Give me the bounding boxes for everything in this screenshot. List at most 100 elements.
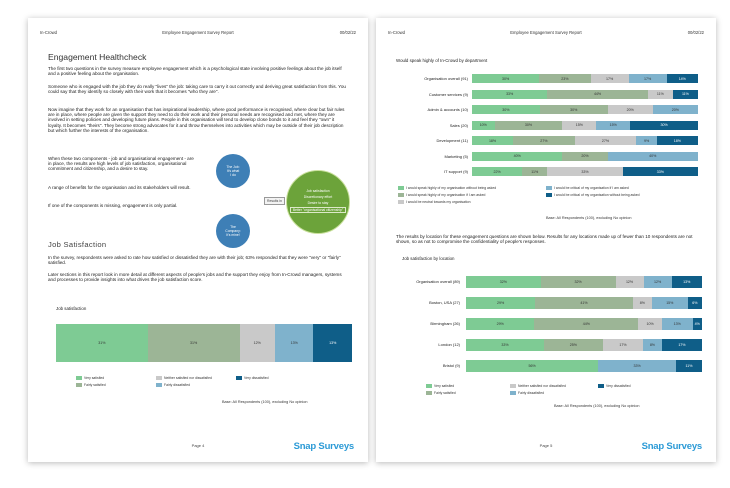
- bar-value-label: 18%: [673, 138, 681, 143]
- bar-segment: 12%: [239, 324, 276, 362]
- legend-item: Fairly dissatisfied: [156, 383, 190, 387]
- bar-segment: 56%: [466, 360, 599, 372]
- bar-segment: 18%: [472, 136, 514, 145]
- bar-value-label: 11%: [685, 364, 693, 368]
- bar-value-label: 17%: [619, 343, 627, 347]
- category-label: London (12): [438, 342, 460, 347]
- bar-value-label: 17%: [605, 76, 614, 81]
- bar-segment: 27%: [513, 136, 575, 145]
- legend-item: I would be neutral towards my organisati…: [398, 200, 470, 204]
- bar-segment: 29%: [466, 318, 535, 330]
- bar-value-label: 11%: [656, 92, 664, 96]
- bar-segment: 40%: [472, 151, 563, 161]
- bar-value-label: 12%: [253, 341, 261, 345]
- bar-value-label: 40%: [513, 154, 521, 158]
- bar-segment: 4%: [692, 318, 702, 330]
- bar-segment: 33%: [622, 167, 698, 176]
- job-satisfaction-chart: 31% 31% 12% 13% 13%: [56, 324, 352, 362]
- legend-swatch: [76, 383, 82, 387]
- bar-value-label: 13%: [683, 280, 691, 284]
- legend-item: I would speak highly of my organisation …: [398, 193, 485, 197]
- header-report-title: Employee Engagement Survey Report: [162, 30, 234, 35]
- category-label: Admin & accounts (10): [427, 107, 468, 112]
- bar-value-label: 31%: [190, 341, 198, 345]
- bar-segment: 12%: [615, 276, 644, 288]
- department-chart: Organisation overall (91) 30% 23% 17% 17% 14%…: [376, 70, 716, 180]
- header-date: 00/02/22: [339, 30, 356, 35]
- bar-value-label: 22%: [493, 169, 501, 174]
- bar-segment: 18%: [656, 136, 698, 145]
- intro-paragraph: The first two questions in the survey me…: [48, 66, 342, 77]
- bar-segment: 20%: [562, 151, 608, 161]
- bar-segment: 40%: [607, 151, 698, 161]
- category-label: Boston, USA (27): [429, 300, 460, 305]
- bar-value-label: 30%: [502, 107, 510, 112]
- bar-value-label: 11%: [531, 169, 539, 174]
- bar-segment: 17%: [590, 74, 629, 83]
- bar-segment: 30%: [472, 74, 540, 83]
- bar-segment: 22%: [472, 167, 523, 176]
- bar-value-label: 13%: [290, 341, 298, 345]
- bar-value-label: 56%: [528, 364, 536, 368]
- category-label: Organisation overall (89): [416, 279, 460, 284]
- legend-swatch: [398, 186, 404, 190]
- legend-swatch: [426, 384, 432, 388]
- bar-value-label: 15%: [609, 123, 617, 127]
- bar-segment: 10%: [472, 120, 495, 130]
- bar-segment: 23%: [539, 74, 591, 83]
- bar-segment: 44%: [547, 89, 648, 99]
- legend-item: Very dissatisfied: [236, 376, 269, 380]
- stacked-bar: 29% 41% 8% 15% 6%: [466, 297, 702, 309]
- location-chart-title: Job satisfaction by location: [402, 256, 455, 261]
- bar-segment: 30%: [539, 105, 608, 114]
- bar-segment: 33%: [598, 360, 677, 372]
- legend-swatch: [398, 200, 404, 204]
- chart-legend: Very satisfied Fairly satisfied Neither …: [76, 376, 336, 396]
- bar-value-label: 29%: [496, 301, 505, 305]
- benefits-paragraph: A range of benefits for the organisation…: [48, 185, 191, 190]
- bar-segment: 13%: [275, 324, 314, 362]
- legend-item: Neither satisfied nor dissatisfied: [510, 384, 566, 388]
- bar-value-label: 33%: [506, 92, 514, 96]
- legend-item: I would be critical of my organisation w…: [546, 193, 640, 197]
- bar-segment: 27%: [574, 136, 637, 145]
- stacked-bar: 10% 30% 15% 15% 30%: [472, 120, 698, 130]
- bar-segment: 10%: [638, 318, 662, 330]
- department-chart-title: Would speak highly of In-Crowd by depart…: [396, 58, 488, 63]
- bar-value-label: 13%: [673, 322, 681, 326]
- bar-value-label: 23%: [561, 76, 569, 81]
- stacked-bar: 56% 33% 11%: [466, 360, 702, 372]
- bar-value-label: 10%: [646, 322, 654, 326]
- legend-item: Neither satisfied nor dissatisfied: [156, 376, 212, 380]
- stacked-bar: 32% 32% 12% 12% 13%: [466, 276, 702, 288]
- bar-segment: 41%: [535, 297, 633, 309]
- bar-value-label: 41%: [580, 301, 588, 305]
- bar-value-label: 32%: [574, 280, 582, 284]
- bar-segment: 15%: [596, 120, 631, 130]
- bar-segment: 31%: [56, 324, 148, 362]
- header-company: In-Crowd: [40, 30, 57, 35]
- bar-segment: 33%: [466, 339, 544, 351]
- bar-segment: 20%: [652, 105, 698, 114]
- engagement-diagram: The Job: It's what I do The Company: It'…: [204, 154, 354, 250]
- bar-segment: 12%: [643, 276, 672, 288]
- bar-value-label: 9%: [643, 138, 650, 143]
- bar-segment: 29%: [466, 297, 536, 309]
- bar-value-label: 32%: [499, 280, 507, 284]
- bar-value-label: 10%: [479, 123, 487, 127]
- location-legend: Very satisfied Fairly satisfied Neither …: [426, 384, 696, 400]
- bar-segment: 32%: [540, 276, 616, 288]
- bar-value-label: 31%: [98, 341, 106, 345]
- bar-segment: 13%: [661, 318, 693, 330]
- category-label: Marketing (5): [444, 153, 468, 159]
- page-header: In-Crowd Employee Engagement Survey Repo…: [40, 30, 356, 40]
- bar-value-label: 33%: [656, 169, 664, 174]
- bar-segment: 8%: [642, 339, 662, 351]
- bar-segment: 11%: [522, 167, 548, 176]
- location-paragraph: The results by location for these engage…: [396, 234, 693, 245]
- bar-value-label: 4%: [694, 322, 700, 326]
- bar-segment: 15%: [562, 120, 597, 130]
- bar-segment: 20%: [607, 105, 653, 114]
- snap-surveys-logo: Snap Surveys: [293, 441, 355, 452]
- organisation-paragraph: Now imagine that they work for an organi…: [48, 107, 345, 133]
